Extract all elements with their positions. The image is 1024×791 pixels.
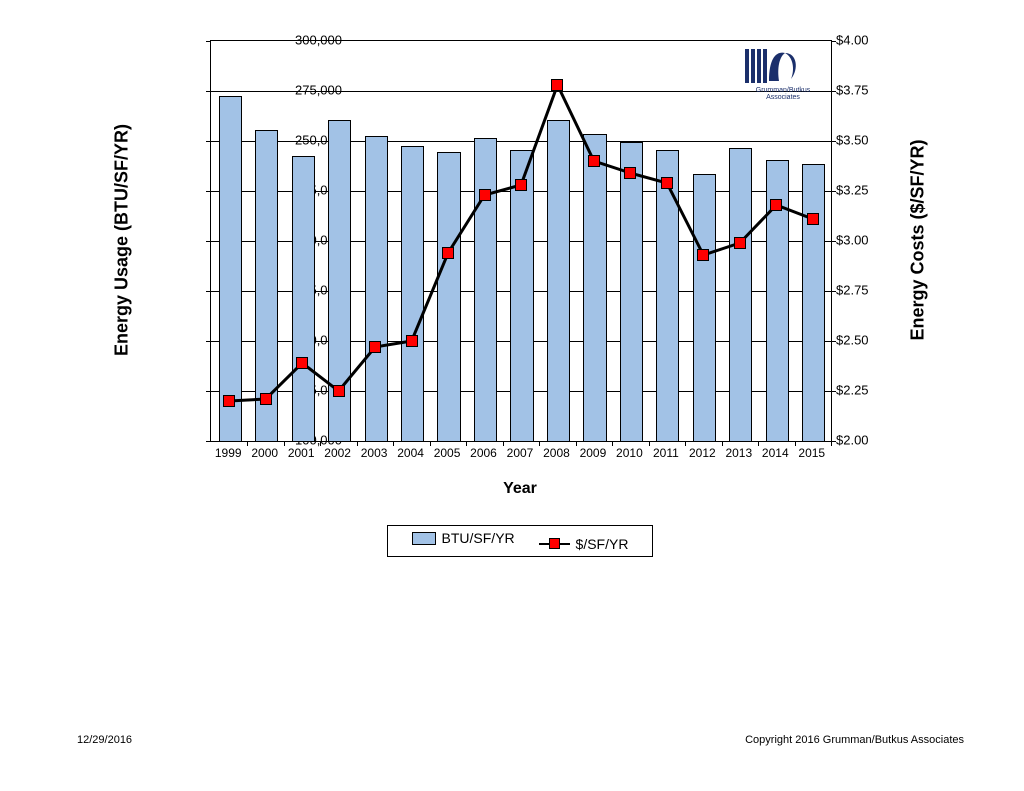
x-tick-label: 2014 xyxy=(762,446,789,460)
y-right-tick-label: $3.75 xyxy=(836,83,896,98)
x-tick-label: 2010 xyxy=(616,446,643,460)
x-tick-label: 2008 xyxy=(543,446,570,460)
legend-label-line: $/SF/YR xyxy=(576,536,629,552)
line-marker xyxy=(770,199,782,211)
page: Energy Usage (BTU/SF/YR) Energy Costs ($… xyxy=(0,0,1024,791)
x-tick-label: 2002 xyxy=(324,446,351,460)
legend-item-line: $/SF/YR xyxy=(539,536,629,552)
y-right-tick-label: $3.50 xyxy=(836,133,896,148)
line-marker xyxy=(296,357,308,369)
line-marker xyxy=(442,247,454,259)
y-right-tick-label: $3.00 xyxy=(836,233,896,248)
footer-copyright: Copyright 2016 Grumman/Butkus Associates xyxy=(745,734,964,746)
line-marker xyxy=(551,79,563,91)
x-axis-title: Year xyxy=(210,480,830,498)
footer-date: 12/29/2016 xyxy=(77,734,132,746)
x-tick-label: 2013 xyxy=(725,446,752,460)
x-tick-label: 2005 xyxy=(434,446,461,460)
x-tick-label: 1999 xyxy=(215,446,242,460)
line-marker xyxy=(223,395,235,407)
line-marker xyxy=(624,167,636,179)
line-marker xyxy=(697,249,709,261)
line-marker xyxy=(333,385,345,397)
legend-box: BTU/SF/YR $/SF/YR xyxy=(387,525,654,557)
legend-bar-swatch xyxy=(412,532,436,545)
x-tick-label: 2001 xyxy=(288,446,315,460)
chart-area: Energy Usage (BTU/SF/YR) Energy Costs ($… xyxy=(140,40,900,630)
y-right-tick-label: $4.00 xyxy=(836,33,896,48)
x-tick-label: 2009 xyxy=(580,446,607,460)
x-tick-label: 2004 xyxy=(397,446,424,460)
x-tick-label: 2012 xyxy=(689,446,716,460)
legend: BTU/SF/YR $/SF/YR xyxy=(210,525,830,557)
line-marker xyxy=(369,341,381,353)
line-marker xyxy=(406,335,418,347)
legend-line-swatch xyxy=(539,538,570,549)
y-right-tick-label: $2.25 xyxy=(836,383,896,398)
x-tick-label: 2007 xyxy=(507,446,534,460)
y-right-axis-title: Energy Costs ($/SF/YR) xyxy=(908,139,929,340)
x-tick-label: 2015 xyxy=(798,446,825,460)
x-tick-label: 2000 xyxy=(251,446,278,460)
y-right-tick-label: $2.00 xyxy=(836,433,896,448)
line-marker xyxy=(734,237,746,249)
y-right-tick-label: $3.25 xyxy=(836,183,896,198)
x-tick-label: 2006 xyxy=(470,446,497,460)
legend-label-bars: BTU/SF/YR xyxy=(442,530,515,546)
line-marker xyxy=(479,189,491,201)
line-marker xyxy=(515,179,527,191)
y-right-tick-label: $2.75 xyxy=(836,283,896,298)
line-marker xyxy=(661,177,673,189)
line-marker xyxy=(588,155,600,167)
y-right-tick-label: $2.50 xyxy=(836,333,896,348)
line-marker xyxy=(807,213,819,225)
line-marker xyxy=(260,393,272,405)
y-left-axis-title: Energy Usage (BTU/SF/YR) xyxy=(112,124,133,356)
x-tick-label: 2003 xyxy=(361,446,388,460)
plot-area: Grumman/Butkus Associates xyxy=(210,40,832,442)
x-tick-label: 2011 xyxy=(653,446,679,460)
legend-item-bars: BTU/SF/YR xyxy=(412,530,515,546)
